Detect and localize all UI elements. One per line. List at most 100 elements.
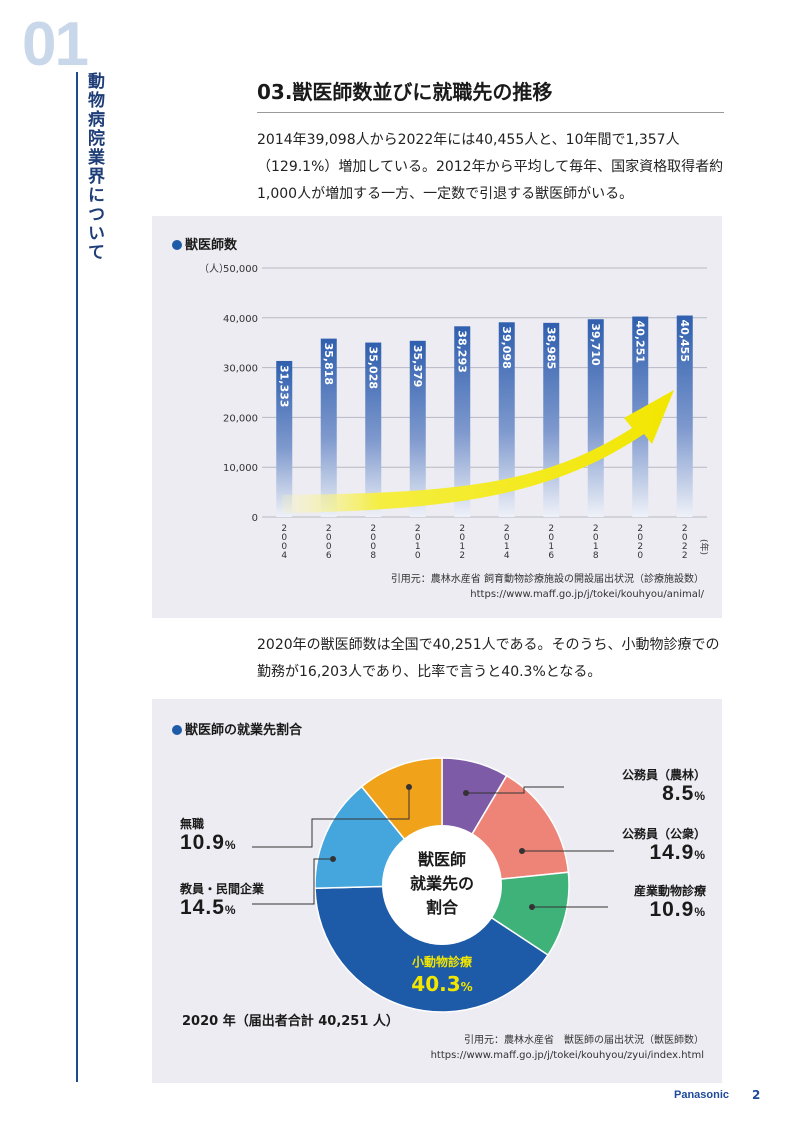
- x-tick-label: 0: [504, 533, 510, 543]
- bar-value-label: 38,985: [544, 327, 557, 369]
- x-tick-label: 2: [593, 524, 599, 534]
- pie-total-note: 2020 年（届出者合計 40,251 人）: [182, 1014, 399, 1029]
- pie-center-line-2: 就業先の: [410, 874, 474, 893]
- bar: [498, 322, 515, 517]
- label-koumuin-kousyu: 公務員（公衆） 14.9%: [621, 827, 706, 864]
- leader-line-nourin: [466, 786, 564, 794]
- x-tick-label: 2: [370, 524, 376, 534]
- section-divider: [257, 112, 724, 113]
- x-tick-label: 2: [682, 551, 688, 561]
- small-animal-value: 40.3%: [411, 972, 472, 996]
- bar: [676, 315, 693, 517]
- bar-value-label: 35,818: [322, 343, 335, 385]
- y-tick-label: 50,000: [223, 264, 258, 275]
- x-tick-label: 0: [370, 542, 376, 552]
- bar-value-label: 38,293: [455, 330, 468, 372]
- label-kyoin-minkan: 教員・民間企業 14.5%: [180, 882, 265, 919]
- chapter-rule: [76, 72, 78, 1082]
- bullet-icon: [172, 240, 182, 250]
- x-tick-label: 0: [459, 533, 465, 543]
- label-sangyo-doubutsu: 産業動物診療 10.9%: [633, 884, 706, 921]
- x-tick-label: 0: [415, 533, 421, 543]
- x-tick-label: 0: [281, 542, 287, 552]
- x-tick-label: 0: [370, 533, 376, 543]
- y-tick-label: 20,000: [223, 413, 258, 424]
- pie-chart-citation-url[interactable]: https://www.maff.go.jp/j/tokei/kouhyou/z…: [430, 1050, 704, 1061]
- x-tick-label: 2: [415, 524, 421, 534]
- section-title: 03.獣医師数並びに就職先の推移: [257, 80, 553, 104]
- small-animal-label: 小動物診療: [412, 954, 472, 969]
- bar-value-label: 31,333: [277, 365, 290, 407]
- label-mushoku: 無職 10.9%: [180, 817, 237, 854]
- leader-dot-mushoku: [406, 784, 412, 790]
- y-tick-label: 0: [252, 513, 258, 524]
- leader-line-kyoin: [252, 858, 333, 905]
- x-tick-label: 0: [548, 533, 554, 543]
- x-tick-label: 2: [637, 524, 643, 534]
- y-axis-label: （人）: [199, 263, 229, 275]
- vet-count-chart-panel: 獣医師数 31,333 35,818 35,028 35,379 38,293 39,09…: [152, 216, 722, 618]
- x-tick-label: 1: [504, 542, 510, 552]
- x-tick-label: 0: [281, 533, 287, 543]
- x-tick-label: 6: [548, 551, 554, 561]
- pie-chart-title: 獣医師の就業先割合: [172, 719, 302, 738]
- x-tick-label: 4: [281, 551, 287, 561]
- bar-value-label: 40,251: [633, 321, 646, 363]
- x-tick-label: 2: [459, 551, 465, 561]
- leader-dot-sangyo: [529, 904, 535, 910]
- bar: [365, 342, 382, 517]
- bar-chart-citation-url[interactable]: https://www.maff.go.jp/j/tokei/kouhyou/a…: [470, 589, 704, 600]
- bar: [409, 340, 426, 517]
- x-tick-label: 2: [637, 542, 643, 552]
- x-tick-label: 2: [326, 524, 332, 534]
- leader-dot-nourin: [463, 790, 469, 796]
- x-tick-label: 4: [504, 551, 510, 561]
- y-tick-label: 40,000: [223, 314, 258, 325]
- bar: [587, 319, 604, 517]
- y-tick-label: 30,000: [223, 364, 258, 375]
- pie-center-line-3: 割合: [426, 898, 459, 917]
- employment-chart-panel: 獣医師の就業先割合 獣医師 就業先の 割合 小動物診療 40.3% 公務員（農林…: [152, 699, 722, 1083]
- pie-chart-citation-source: 引用元：農林水産省 獣医師の届出状況（獣医師数）: [464, 1035, 704, 1046]
- bar-value-label: 39,098: [500, 326, 513, 368]
- x-tick-label: 0: [682, 533, 688, 543]
- brand-logo: Panasonic: [674, 1089, 730, 1101]
- x-tick-label: 0: [415, 551, 421, 561]
- x-tick-label: 2: [682, 542, 688, 552]
- leader-dot-kyoin: [330, 856, 336, 862]
- x-tick-label: 2: [459, 524, 465, 534]
- x-tick-label: 1: [593, 542, 599, 552]
- bar: [320, 338, 337, 517]
- bar-chart: 31,333 35,818 35,028 35,379 38,293 39,098 38,9…: [199, 263, 710, 561]
- x-tick-label: 0: [637, 533, 643, 543]
- label-koumuin-nourin: 公務員（農林） 8.5%: [621, 768, 706, 805]
- x-tick-label: 0: [637, 551, 643, 561]
- x-axis-label: (年): [698, 539, 710, 555]
- x-tick-label: 2: [281, 524, 287, 534]
- chapter-title: 動物病院業界について: [84, 72, 104, 262]
- pie-chart-citation: 引用元：農林水産省 獣医師の届出状況（獣医師数） https://www.maf…: [431, 1033, 704, 1063]
- bar-value-label: 35,379: [411, 345, 424, 387]
- x-tick-label: 0: [326, 533, 332, 543]
- x-tick-label: 2: [682, 524, 688, 534]
- bar: [276, 360, 293, 517]
- intro-paragraph: 2014年39,098人から2022年には40,455人と、10年間で1,357…: [257, 132, 724, 202]
- x-tick-label: 1: [415, 542, 421, 552]
- x-tick-label: 6: [326, 551, 332, 561]
- bar-chart-title: 獣医師数: [172, 234, 237, 253]
- x-tick-label: 1: [548, 542, 554, 552]
- pie-center-line-1: 獣医師: [418, 850, 466, 869]
- bar-value-label: 39,710: [589, 323, 602, 366]
- x-tick-label: 8: [593, 551, 599, 561]
- x-tick-label: 2: [504, 524, 510, 534]
- bar-value-label: 35,028: [366, 347, 379, 389]
- bar-chart-citation-source: 引用元：農林水産省 飼育動物診療施設の開設届出状況（診療施設数）: [390, 574, 704, 585]
- chapter-number: 01: [22, 10, 89, 79]
- bar-chart-citation: 引用元：農林水産省 飼育動物診療施設の開設届出状況（診療施設数） https:/…: [391, 572, 704, 602]
- bullet-icon: [172, 725, 182, 735]
- pie-chart-title-text: 獣医師の就業先割合: [185, 723, 303, 738]
- x-tick-label: 2: [548, 524, 554, 534]
- x-tick-label: 8: [370, 551, 376, 561]
- employment-paragraph: 2020年の獣医師数は全国で40,251人である。そのうち、小動物診療での勤務が…: [257, 637, 720, 680]
- x-tick-label: 0: [593, 533, 599, 543]
